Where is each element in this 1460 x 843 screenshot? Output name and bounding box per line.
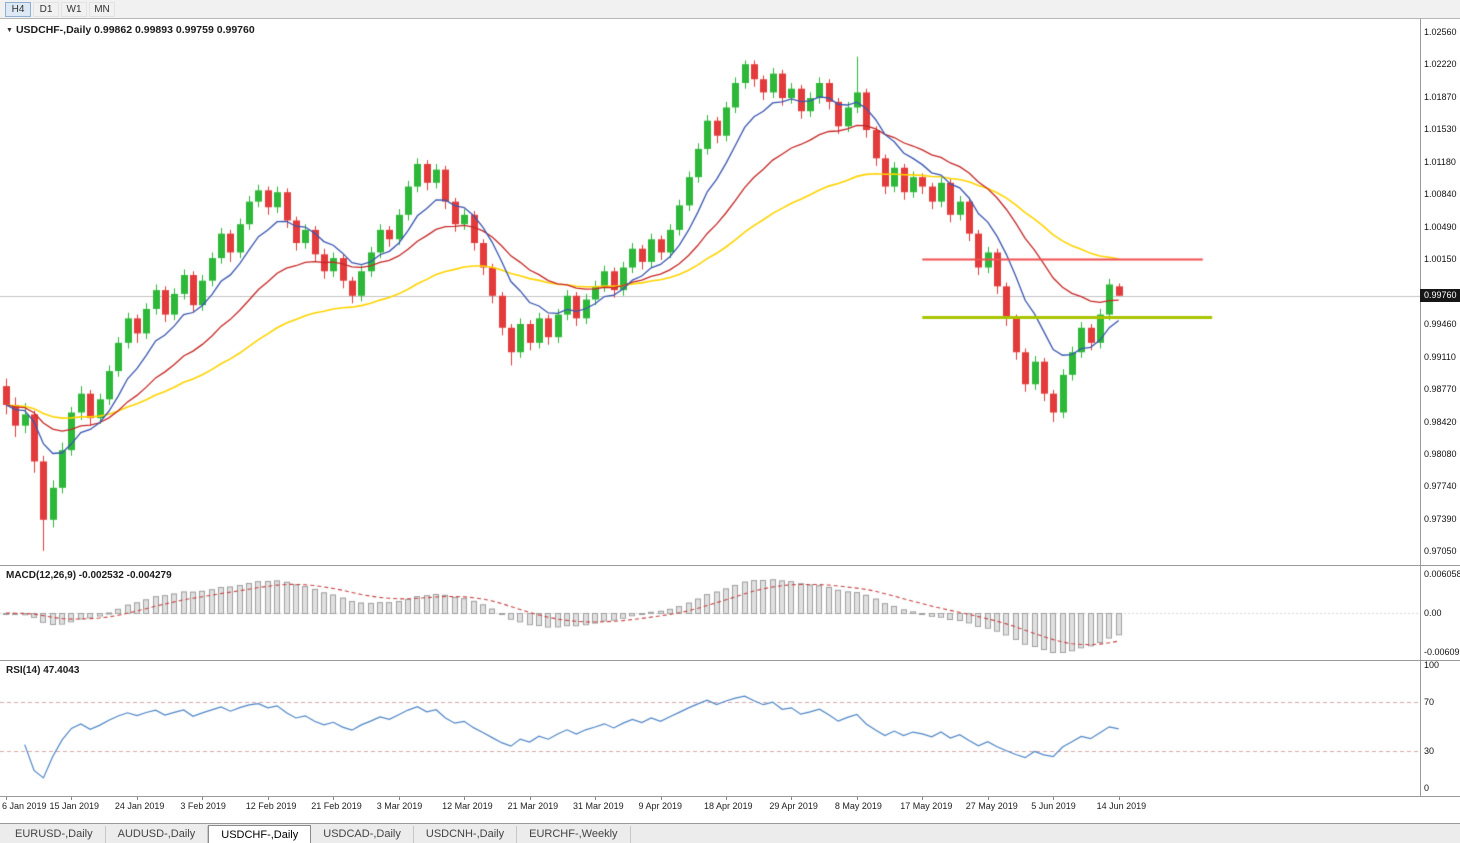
bottom-spacer: [0, 814, 1460, 823]
time-tick: [725, 797, 727, 800]
rsi-pane: RSI(14) 47.4043 100 70 30 0: [0, 660, 1460, 797]
price-axis-label: 1.00840: [1424, 189, 1457, 200]
date-label: 6 Jan 2019: [2, 801, 47, 811]
date-label: 3 Feb 2019: [180, 801, 226, 811]
chart-ohlc-values: 0.99862 0.99893 0.99759 0.99760: [94, 24, 255, 36]
price-axis-label: 1.00490: [1424, 222, 1457, 233]
price-axis-label: 1.00150: [1424, 254, 1457, 265]
timeframe-button-w1[interactable]: W1: [61, 1, 87, 17]
macd-axis: 0.006058 0.00 -0.006091: [1420, 566, 1460, 660]
macd-canvas[interactable]: [0, 566, 1420, 660]
time-tick: [71, 797, 73, 800]
date-label: 3 Mar 2019: [376, 801, 423, 811]
rsi-label: RSI(14) 47.4043: [6, 665, 80, 676]
main-chart-pane: ▼ USDCHF-,Daily 0.99862 0.99893 0.99759 0…: [0, 19, 1460, 566]
rsi-axis: 100 70 30 0: [1420, 660, 1460, 796]
price-axis-label: 1.02560: [1424, 27, 1457, 38]
time-tick: [660, 797, 662, 800]
chart-tab-eurusd-daily[interactable]: EURUSD-,Daily: [3, 826, 106, 843]
price-axis-label: 1.01870: [1424, 92, 1457, 103]
chart-title: ▼ USDCHF-,Daily 0.99862 0.99893 0.99759 0…: [6, 24, 255, 36]
time-tick: [1118, 797, 1120, 800]
price-axis-label: 1.01180: [1424, 157, 1456, 168]
price-axis-label: 0.97390: [1424, 513, 1457, 524]
date-label: 29 Apr 2019: [769, 801, 818, 811]
time-tick: [529, 797, 531, 800]
rsi-axis-label: 0: [1424, 783, 1430, 793]
date-label: 9 Apr 2019: [638, 801, 683, 811]
time-axis: 6 Jan 2019 15 Jan 2019 24 Jan 2019 3 Feb 20…: [0, 797, 1460, 814]
chart-menu-icon[interactable]: ▼: [6, 27, 13, 34]
time-tick: [202, 797, 204, 800]
time-tick: [987, 797, 989, 800]
macd-axis-label: -0.006091: [1424, 647, 1460, 657]
rsi-axis-label: 70: [1424, 696, 1435, 707]
chart-tab-bar: EURUSD-,Daily AUDUSD-,Daily USDCHF-,Daily U…: [0, 823, 1460, 843]
candlestick-chart-canvas[interactable]: [0, 19, 1420, 565]
price-axis-label: 0.98420: [1424, 416, 1457, 427]
date-label: 17 May 2019: [900, 801, 953, 811]
time-tick: [136, 797, 138, 800]
price-axis-label: 0.99460: [1424, 319, 1457, 329]
price-axis-label: 0.97050: [1424, 545, 1457, 556]
date-label: 5 Jun 2019: [1031, 801, 1076, 811]
time-tick: [1053, 797, 1055, 800]
macd-pane: MACD(12,26,9) -0.002532 -0.004279 0.0060…: [0, 566, 1460, 661]
time-tick: [922, 797, 924, 800]
timeframe-button-mn[interactable]: MN: [89, 1, 115, 17]
macd-label: MACD(12,26,9) -0.002532 -0.004279: [6, 570, 172, 581]
date-label: 12 Feb 2019: [245, 801, 297, 811]
timeframe-toolbar: H4 D1 W1 MN: [0, 0, 1460, 19]
rsi-axis-label: 30: [1424, 746, 1435, 757]
rsi-axis-label: 100: [1424, 660, 1440, 670]
timeframe-button-h4[interactable]: H4: [5, 1, 31, 17]
date-label: 21 Mar 2019: [507, 801, 559, 811]
price-axis-label: 0.99110: [1424, 351, 1456, 362]
rsi-canvas[interactable]: [0, 661, 1420, 796]
macd-axis-label: 0.00: [1424, 608, 1442, 618]
date-label: 27 May 2019: [965, 801, 1018, 811]
chart-symbol-label: USDCHF-,Daily: [15, 24, 92, 36]
chart-tab-usdcnh-daily[interactable]: USDCNH-,Daily: [413, 826, 518, 843]
chart-tab-audusd-daily[interactable]: AUDUSD-,Daily: [105, 826, 209, 843]
date-label: 14 Jun 2019: [1096, 801, 1147, 811]
price-axis-label: 0.98770: [1424, 383, 1457, 394]
time-tick: [6, 797, 7, 800]
date-label: 21 Feb 2019: [311, 801, 362, 811]
timeframe-button-d1[interactable]: D1: [33, 1, 59, 17]
price-axis-label: 1.01530: [1424, 124, 1457, 135]
date-label: 18 Apr 2019: [703, 801, 753, 811]
chart-tab-usdchf-daily[interactable]: USDCHF-,Daily: [208, 825, 312, 843]
time-tick: [595, 797, 597, 800]
date-label: 24 Jan 2019: [114, 801, 165, 811]
time-tick: [464, 797, 466, 800]
macd-axis-label: 0.006058: [1424, 569, 1460, 579]
time-tick: [856, 797, 858, 800]
date-label: 31 Mar 2019: [573, 801, 624, 811]
time-tick: [267, 797, 269, 800]
time-tick: [398, 797, 400, 800]
price-axis-label: 0.98080: [1424, 448, 1457, 459]
date-label: 15 Jan 2019: [49, 801, 99, 811]
time-tick: [791, 797, 793, 800]
chart-tab-usdcad-daily[interactable]: USDCAD-,Daily: [311, 826, 414, 843]
price-axis-label: 1.02220: [1424, 59, 1457, 70]
chart-tab-eurchf-weekly[interactable]: EURCHF-,Weekly: [517, 826, 631, 843]
date-label: 12 Mar 2019: [442, 801, 493, 811]
current-price-tag: 0.99760: [1420, 289, 1460, 303]
price-axis-label: 0.97740: [1424, 480, 1457, 491]
date-label: 8 May 2019: [834, 801, 882, 811]
time-tick: [333, 797, 335, 800]
